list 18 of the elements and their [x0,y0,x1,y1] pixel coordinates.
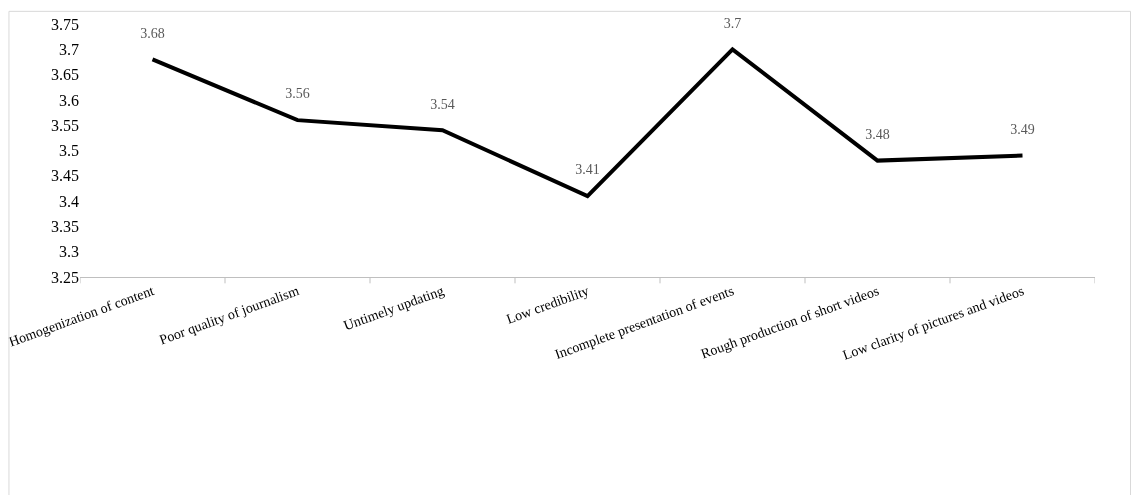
data-label: 3.56 [285,86,310,102]
y-tick-label: 3.65 [51,66,79,84]
data-label: 3.68 [140,25,165,41]
data-label: 3.54 [430,96,455,112]
data-label: 3.41 [575,162,600,178]
y-tick-label: 3.25 [51,268,79,286]
data-label: 3.48 [865,126,890,142]
y-tick-label: 3.3 [59,243,79,261]
y-tick-label: 3.7 [59,40,79,58]
data-label: 3.49 [1010,121,1035,137]
y-tick-label: 3.35 [51,218,79,235]
y-tick-label: 3.6 [59,91,79,109]
y-tick-label: 3.75 [51,15,79,33]
y-tick-label: 3.45 [51,167,79,185]
y-tick-label: 3.4 [59,192,79,210]
y-tick-label: 3.55 [51,116,79,134]
y-tick-label: 3.5 [59,142,79,160]
data-label: 3.7 [723,15,742,31]
